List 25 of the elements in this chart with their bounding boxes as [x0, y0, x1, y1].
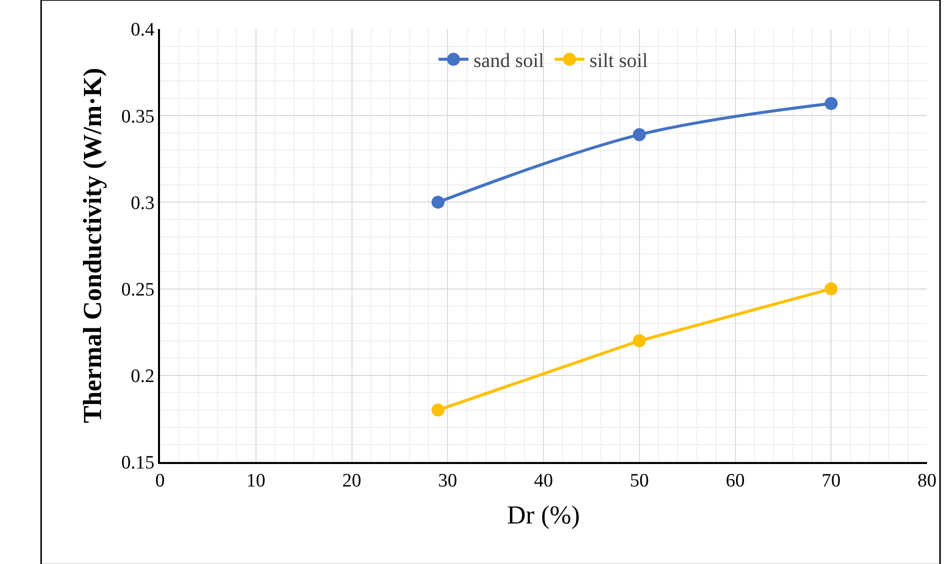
legend-label: silt soil: [590, 50, 648, 72]
y-tick-label: 0.2: [130, 366, 154, 388]
x-tick-label: 10: [246, 470, 266, 492]
x-axis-title: Dr (%): [507, 500, 580, 530]
x-tick-label: 20: [342, 470, 362, 492]
x-tick-label: 40: [534, 470, 553, 492]
point: [824, 96, 838, 110]
y-tick-label: 0.4: [130, 20, 155, 41]
point: [632, 334, 646, 348]
x-tick-label: 80: [918, 470, 936, 492]
x-tick-label: 50: [630, 470, 649, 492]
y-axis-title: Thermal Conductivity (W/m·K): [78, 68, 108, 424]
y-tick-label: 0.15: [121, 452, 154, 474]
y-tick-label: 0.3: [130, 192, 154, 214]
point: [432, 196, 445, 209]
x-tick-label: 30: [438, 470, 458, 492]
point: [632, 128, 646, 142]
y-tick-label: 0.35: [121, 106, 154, 128]
x-tick-label: 60: [726, 470, 745, 492]
point: [824, 282, 838, 296]
x-tick-label: 70: [822, 470, 841, 492]
point: [432, 404, 445, 417]
legend-label: sand soil: [474, 50, 544, 72]
y-tick-label: 0.25: [121, 279, 154, 300]
x-tick-label: 0: [155, 470, 165, 492]
